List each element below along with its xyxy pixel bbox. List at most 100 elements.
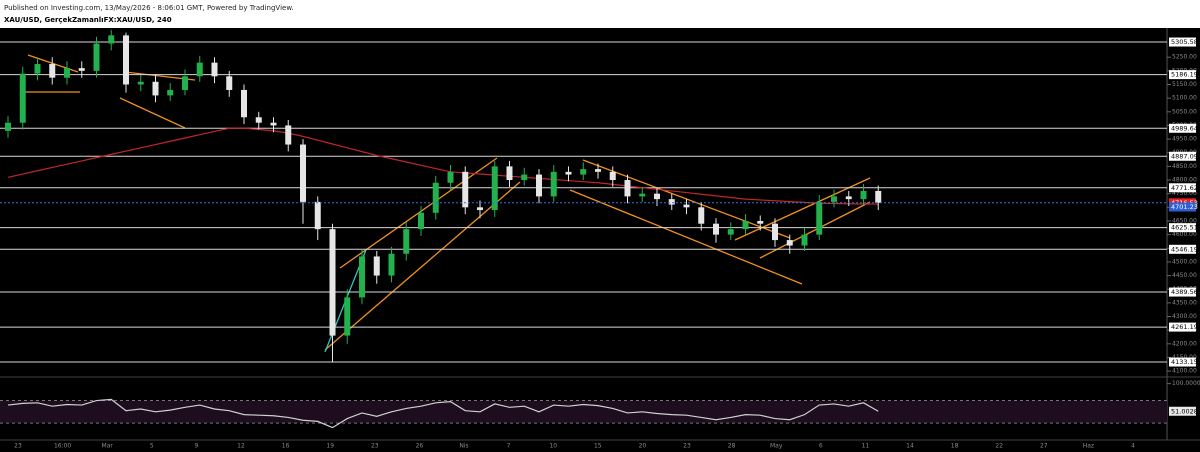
candle-body bbox=[388, 253, 395, 276]
candle-body bbox=[683, 204, 690, 208]
level-label-bg bbox=[1169, 322, 1196, 332]
candle-body bbox=[565, 171, 572, 175]
moving-average bbox=[7, 127, 879, 205]
y-tick-label: 5250.00 bbox=[1172, 54, 1197, 61]
level-label-bg bbox=[1169, 183, 1196, 193]
candle-body bbox=[491, 166, 498, 211]
candle-body bbox=[108, 35, 115, 44]
level-label: 4771.62 bbox=[1171, 184, 1198, 192]
candle-body bbox=[270, 122, 277, 126]
candle-body bbox=[624, 180, 631, 197]
level-label-bg bbox=[1169, 287, 1196, 297]
y-tick-label: 4600.00 bbox=[1172, 231, 1197, 238]
y-tick-label: 4200.00 bbox=[1172, 340, 1197, 347]
candle-body bbox=[742, 220, 749, 230]
y-tick-label: 4850.00 bbox=[1172, 163, 1197, 170]
x-tick-label: 10 bbox=[549, 443, 557, 450]
level-label-bg bbox=[1169, 70, 1196, 80]
x-tick-label: 11 bbox=[862, 443, 870, 450]
level-label: 4887.09 bbox=[1171, 152, 1198, 160]
level-label-bg bbox=[1169, 357, 1196, 367]
candle-body bbox=[639, 193, 646, 197]
y-tick-label: 5050.00 bbox=[1172, 108, 1197, 115]
bid-price-label: 4701.23 bbox=[1171, 203, 1198, 211]
x-tick-label: 23 bbox=[683, 443, 691, 450]
x-tick-label: 12 bbox=[237, 443, 245, 450]
candle-body bbox=[506, 166, 513, 181]
candle-body bbox=[182, 76, 188, 90]
x-tick-label: 9 bbox=[194, 443, 198, 450]
y-tick-label: 4100.00 bbox=[1172, 368, 1197, 375]
candle-body bbox=[772, 223, 778, 241]
y-tick-label: 4800.00 bbox=[1172, 177, 1197, 184]
level-label: 4133.15 bbox=[1171, 358, 1198, 366]
y-tick-label: 4950.00 bbox=[1172, 136, 1197, 143]
x-tick-label: 7 bbox=[507, 443, 511, 450]
candle-body bbox=[300, 144, 306, 202]
x-tick-label: 15 bbox=[594, 443, 602, 450]
candle-body bbox=[49, 64, 56, 78]
candle-body bbox=[344, 297, 351, 336]
publisher: Published on Investing.com, 13/May/2026 … bbox=[4, 4, 294, 12]
x-tick-label: 22 bbox=[995, 443, 1003, 450]
level-label-bg bbox=[1169, 151, 1196, 161]
y-tick-label: 4300.00 bbox=[1172, 313, 1197, 320]
plot bbox=[0, 29, 1171, 372]
x-tick-label: 26 bbox=[416, 443, 424, 450]
candle-body bbox=[226, 76, 233, 90]
candle-body bbox=[801, 234, 808, 246]
candle-body bbox=[359, 256, 365, 298]
candle-body bbox=[34, 64, 41, 74]
trendline bbox=[759, 201, 871, 259]
candle-body bbox=[727, 229, 734, 235]
y-tick-label: 4150.00 bbox=[1172, 354, 1197, 361]
x-tick-label: 4 bbox=[1131, 443, 1135, 450]
level-label-bg bbox=[1169, 244, 1196, 254]
level-label: 4546.19 bbox=[1171, 245, 1198, 253]
candle-body bbox=[447, 171, 454, 183]
level-label: 5186.19 bbox=[1171, 71, 1198, 79]
candle-body bbox=[698, 207, 705, 224]
candle-body bbox=[93, 43, 100, 71]
rsi-band bbox=[0, 400, 1167, 424]
candle-body bbox=[816, 201, 823, 235]
candle-body bbox=[860, 190, 867, 200]
candle-body bbox=[536, 174, 542, 197]
candle-body bbox=[211, 62, 218, 77]
level-label-bg bbox=[1169, 223, 1196, 233]
y-tick-label: 4500.00 bbox=[1172, 258, 1197, 265]
candle-body bbox=[373, 256, 380, 276]
candle-body bbox=[285, 125, 292, 145]
candle-body bbox=[477, 207, 483, 211]
level-label: 4261.19 bbox=[1171, 323, 1198, 331]
x-tick-label: 23 bbox=[371, 443, 379, 450]
trendline bbox=[734, 177, 871, 241]
candle-body bbox=[757, 220, 764, 224]
x-tick-label: 5 bbox=[150, 443, 154, 450]
chart-bg bbox=[0, 28, 1200, 452]
x-tick-label: Mar bbox=[102, 443, 114, 450]
y-tick-label: 4750.00 bbox=[1172, 190, 1197, 197]
candle-body bbox=[137, 81, 144, 85]
rsi-last-label: 51.0028 bbox=[1171, 407, 1198, 415]
candle-body bbox=[654, 193, 660, 200]
symbol: XAU/USD, GerçekZamanlıFX:XAU/USD, 240 bbox=[4, 16, 172, 24]
candle-body bbox=[580, 169, 587, 175]
candle-body bbox=[167, 89, 174, 96]
x-tick-label: 23 bbox=[14, 443, 22, 450]
x-tick-label: Haz bbox=[1083, 443, 1094, 450]
x-tick-label: Nis bbox=[459, 443, 468, 450]
trendline bbox=[582, 159, 791, 239]
candle-body bbox=[196, 62, 203, 77]
candle-body bbox=[521, 174, 528, 181]
candle-body bbox=[786, 240, 793, 246]
y-tick-label: 4350.00 bbox=[1172, 299, 1197, 306]
candle-body bbox=[550, 171, 557, 197]
candle-body bbox=[668, 199, 675, 205]
candle-body bbox=[123, 35, 129, 85]
candle-body bbox=[595, 169, 601, 172]
rsi-line bbox=[7, 398, 879, 429]
candle-body bbox=[418, 212, 424, 230]
grid bbox=[0, 41, 1171, 372]
